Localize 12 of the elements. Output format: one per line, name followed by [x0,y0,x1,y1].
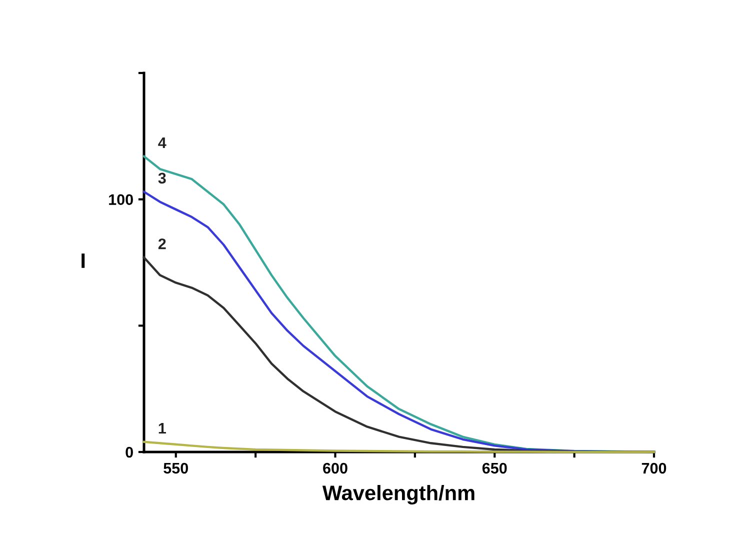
x-tick-label: 700 [642,462,666,474]
series-label: 1 [158,423,166,434]
x-tick-label: 600 [323,462,348,474]
x-tick-label: 650 [482,462,507,474]
series-label: 4 [158,138,166,148]
series-label: 3 [158,172,166,184]
series-label: 2 [158,238,166,250]
x-tick-label: 550 [164,462,188,474]
x-axis-title: Wavelength/nm [322,484,474,505]
y-axis-title: I [82,254,85,268]
y-tick-label: 0 [126,446,133,458]
y-tick-label: 100 [109,194,133,206]
